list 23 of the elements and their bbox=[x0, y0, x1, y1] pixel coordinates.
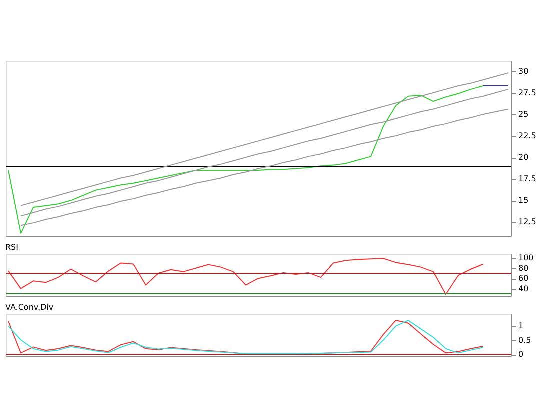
y-tick-label: 22.5 bbox=[518, 132, 536, 140]
line-series bbox=[8, 258, 484, 295]
y-tick-label: 12.5 bbox=[518, 218, 536, 227]
y-tick-label: 100 bbox=[518, 254, 534, 263]
y-tick-label: 20 bbox=[518, 153, 529, 162]
y-tick-label: 0 bbox=[518, 350, 524, 360]
y-tick-label: 30 bbox=[518, 66, 529, 76]
line-series bbox=[8, 86, 484, 234]
chart-title: RSI bbox=[6, 243, 18, 252]
y-tick-label: 60 bbox=[518, 274, 529, 284]
line-series bbox=[20, 108, 509, 226]
line-series bbox=[20, 88, 509, 217]
y-tick-label: 25 bbox=[518, 110, 529, 119]
y-tick-label: 40 bbox=[518, 284, 529, 294]
y-tick-label: 17.5 bbox=[518, 174, 536, 184]
y-tick-label: 1 bbox=[518, 322, 524, 331]
y-tick-label: 27.5 bbox=[518, 88, 536, 98]
chart-title: VA.Conv.Div bbox=[6, 303, 54, 312]
y-tick-label: 15 bbox=[518, 196, 529, 206]
line-series bbox=[8, 320, 484, 355]
y-tick-label: 0.5 bbox=[518, 336, 532, 345]
y-tick-label: 80 bbox=[518, 264, 529, 273]
line-series bbox=[20, 72, 509, 206]
